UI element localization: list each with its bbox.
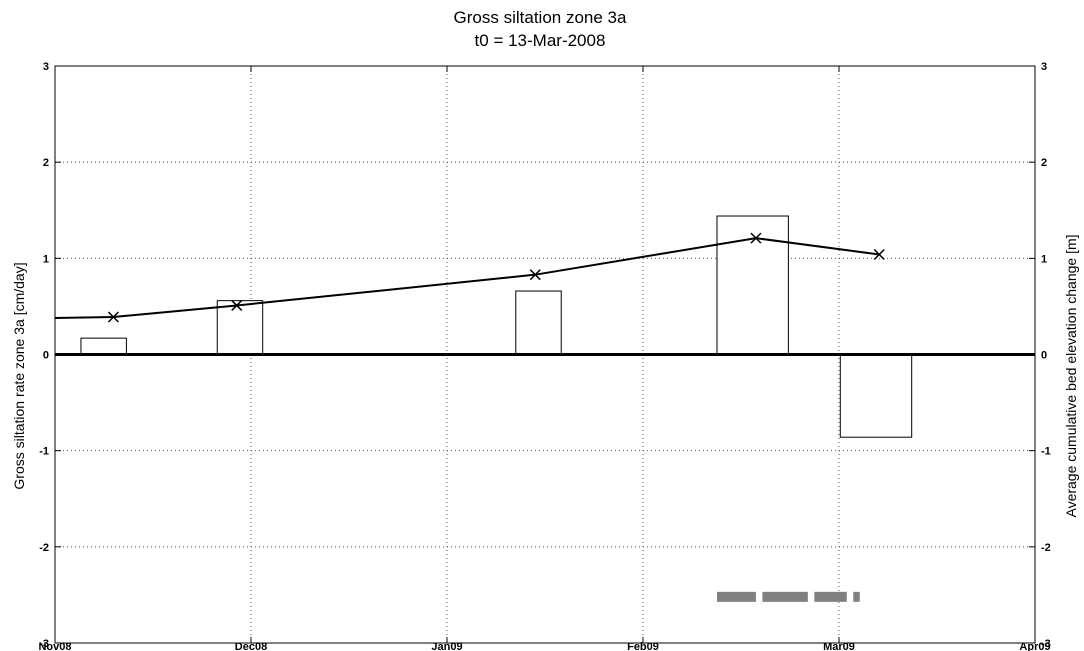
gray-segment [716, 591, 756, 602]
y-left-tick-label: 2 [43, 157, 49, 169]
bar [716, 215, 789, 355]
bar [839, 354, 913, 438]
y-axis-left-label: Gross siltation rate zone 3a [cm/day] [11, 262, 27, 489]
x-marker [231, 299, 243, 311]
gray-segment [814, 591, 847, 602]
y-right-tick-label: -2 [1041, 542, 1051, 554]
x-marker-stroke [873, 248, 885, 261]
y-left-tick-label: 0 [43, 350, 49, 362]
x-marker-stroke [529, 269, 541, 281]
y-right-tick-label: 2 [1041, 157, 1047, 169]
bar [515, 290, 562, 355]
cumulative-line [54, 237, 880, 319]
y-left-tick-label: -3 [39, 638, 49, 650]
y-right-tick-label: 3 [1041, 61, 1047, 73]
x-tick-label: Feb09 [627, 641, 659, 651]
x-marker-stroke [231, 299, 243, 311]
gray-segment [853, 591, 860, 602]
y-right-tick-label: 0 [1041, 350, 1047, 362]
bar-series [80, 215, 913, 438]
y-right-tick-label: 1 [1041, 253, 1047, 265]
x-marker [107, 311, 119, 323]
x-tick-label: Nov08 [38, 641, 71, 651]
x-marker [873, 248, 885, 261]
y-left-tick-label: 1 [43, 253, 49, 265]
bar [80, 337, 127, 356]
y-left-tick-label: -1 [39, 446, 49, 458]
axis-ticks: Nov08 Dec08 Jan09 Feb09 Mar09 Apr09-3 -3-2 -2-1… [38, 61, 1050, 651]
y-right-tick-label: -3 [1041, 638, 1051, 650]
chart-title: Gross siltation zone 3a [454, 8, 627, 27]
x-marker-stroke [107, 311, 119, 323]
x-marker [750, 232, 762, 244]
x-tick-label: Mar09 [823, 641, 855, 651]
segment-series [716, 591, 860, 602]
x-tick-label: Jan09 [431, 641, 462, 651]
y-right-tick-label: -1 [1041, 446, 1051, 458]
chart-subtitle: t0 = 13-Mar-2008 [475, 31, 606, 50]
y-axis-right-label: Average cumulative bed elevation change … [1063, 234, 1079, 517]
y-left-tick-label: -2 [39, 542, 49, 554]
gray-segment [762, 591, 808, 602]
x-tick-label: Dec08 [235, 641, 267, 651]
x-tick-label: Apr09 [1019, 641, 1050, 651]
x-marker [529, 269, 541, 281]
x-marker-stroke [750, 232, 762, 244]
line-series [54, 232, 885, 323]
y-left-tick-label: 3 [43, 61, 49, 73]
